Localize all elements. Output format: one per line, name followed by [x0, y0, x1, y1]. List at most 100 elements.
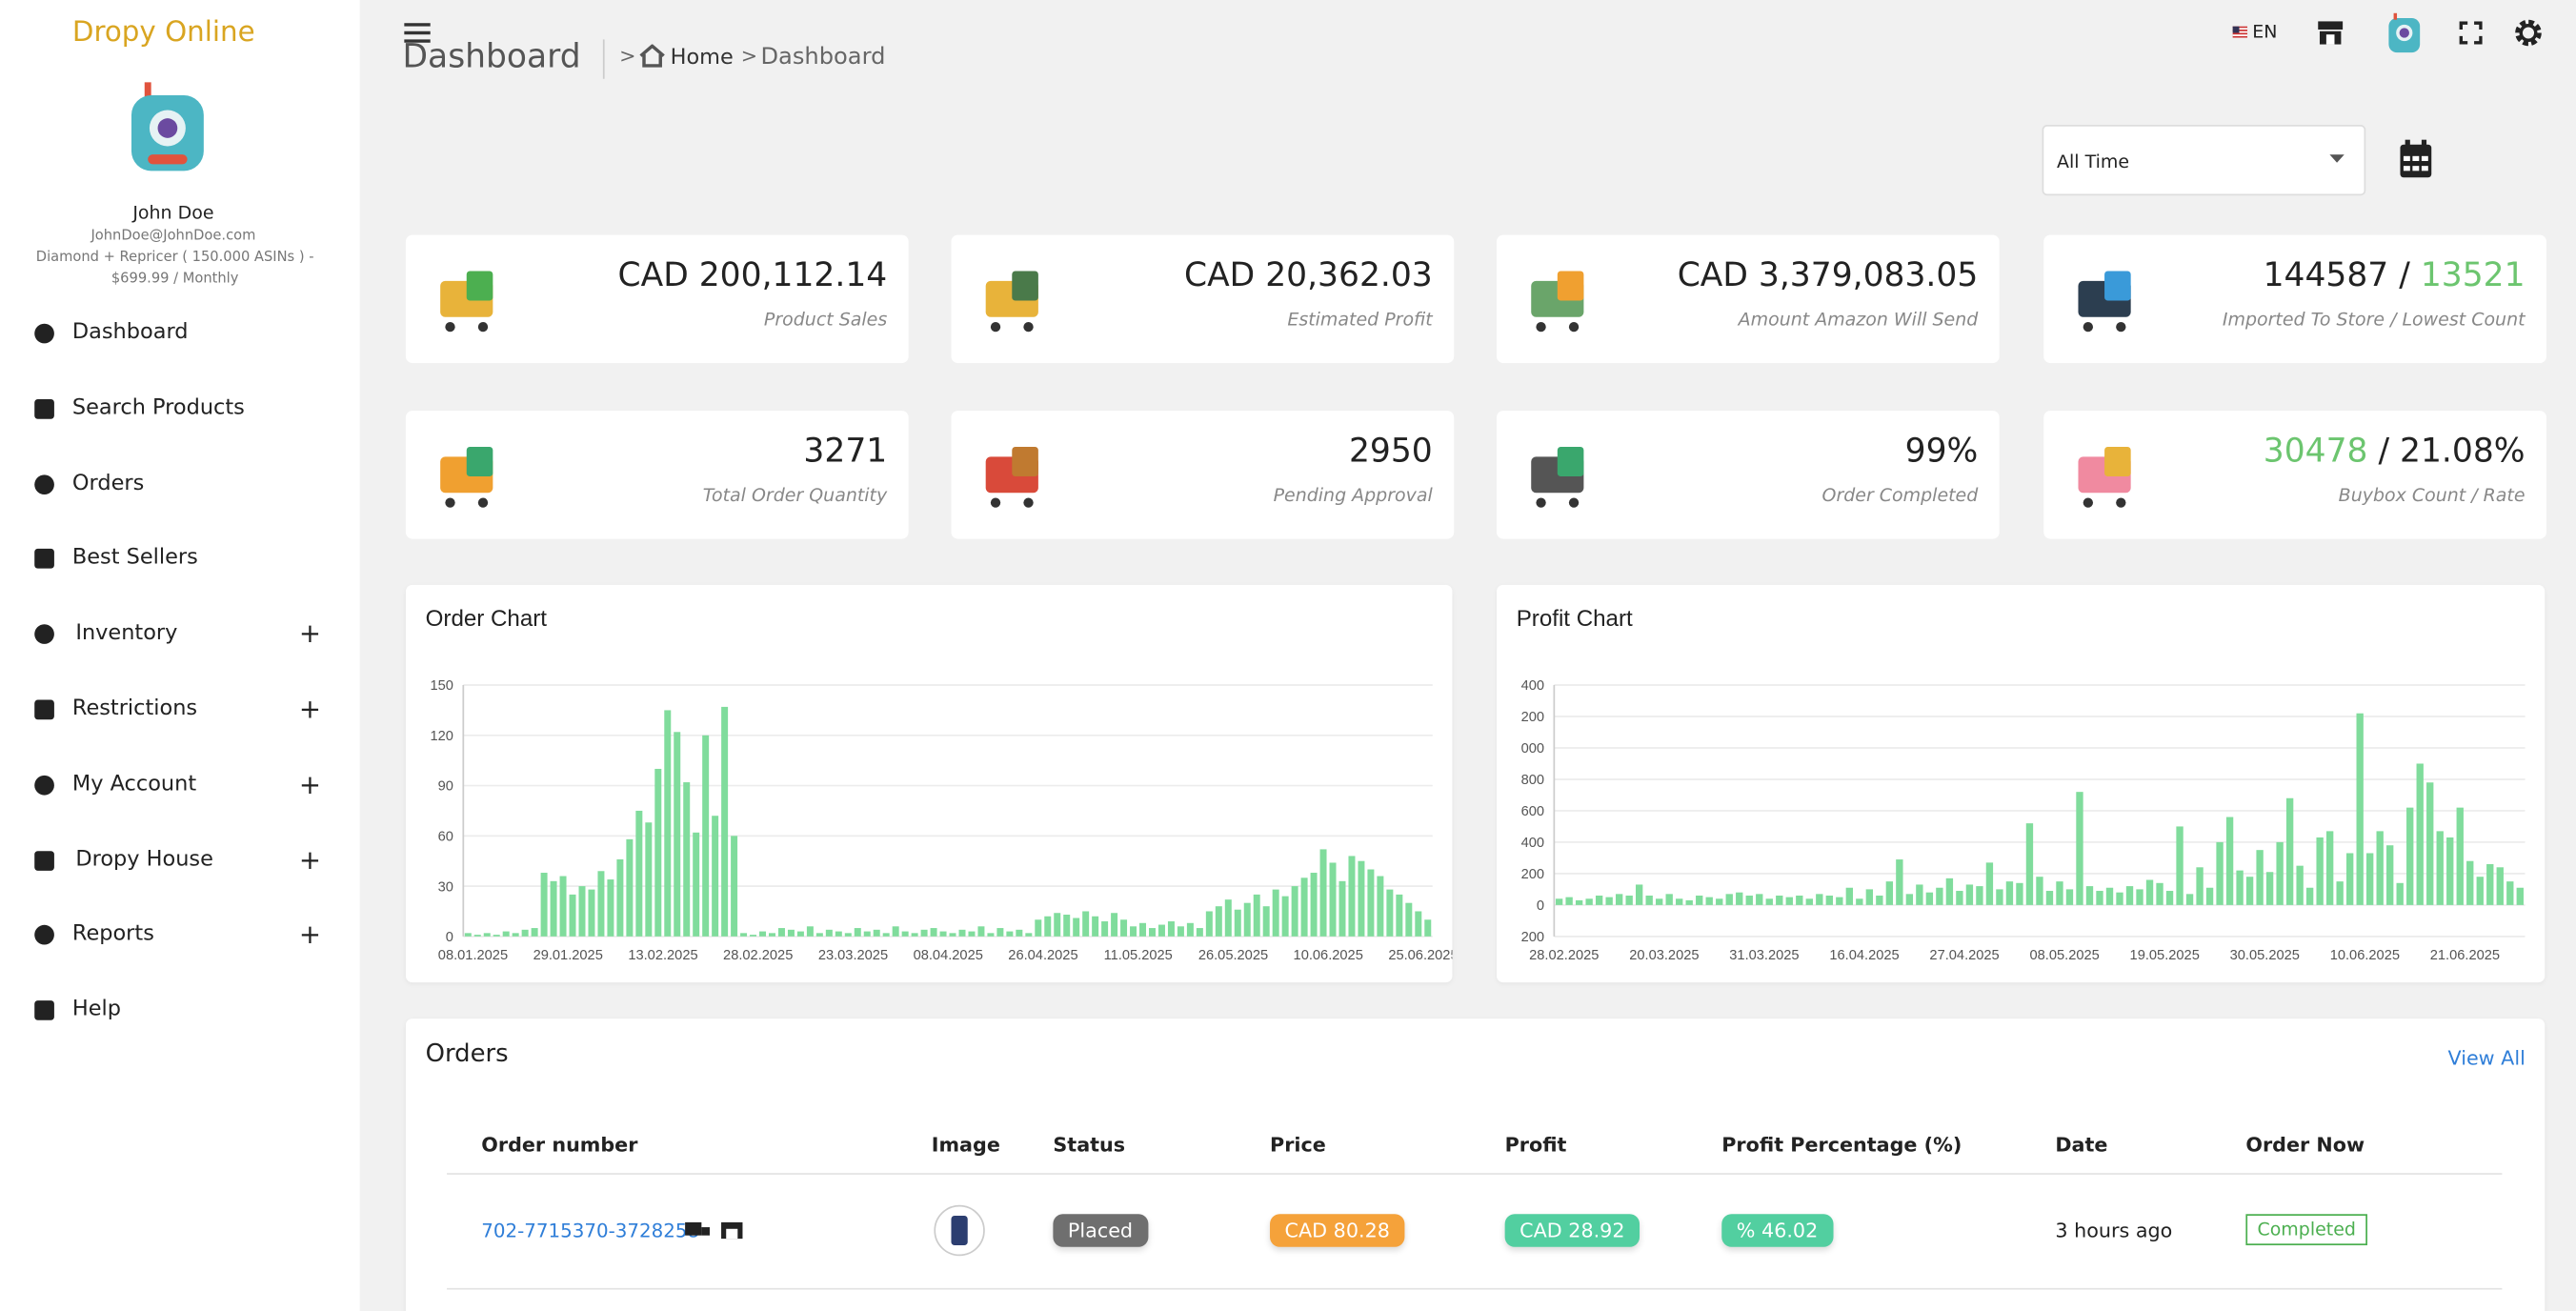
x-tick-label: 20.03.2025 [1629, 948, 1699, 963]
bar [1111, 913, 1118, 937]
nav-expand[interactable]: + [298, 693, 321, 725]
bar [1044, 916, 1052, 937]
nav-icon-shape [34, 850, 54, 871]
period-select[interactable] [2042, 125, 2366, 196]
order-chart: Order Chart 0 30 60 90 120 150 08.01.2025 29.01.… [426, 606, 1453, 963]
bar [1291, 886, 1298, 937]
bar [1605, 897, 1613, 905]
nav-label[interactable]: Restrictions [71, 696, 198, 721]
stat-value: CAD 3,379,083.05 [1678, 254, 1979, 293]
settings-icon[interactable] [2513, 18, 2543, 48]
bar [1167, 921, 1175, 937]
stat-icon [440, 271, 493, 333]
view-all-link[interactable]: View All [2447, 1046, 2526, 1070]
calendar-icon[interactable] [2399, 139, 2433, 179]
column-header: Profit Percentage (%) [1721, 1133, 1962, 1157]
bar [569, 894, 576, 937]
nav-label[interactable]: My Account [71, 772, 197, 797]
nav-label[interactable]: Dropy House [75, 847, 213, 872]
order-now-status[interactable]: Completed [2245, 1214, 2367, 1246]
icon-shape [1557, 271, 1584, 301]
stat-icon [985, 447, 1038, 508]
bar [1054, 913, 1061, 937]
bar [930, 928, 937, 937]
bar [1234, 909, 1241, 937]
user-name: John Doe [132, 202, 214, 224]
bar [1157, 924, 1165, 937]
nav-label[interactable]: Orders [71, 471, 145, 496]
bar [607, 879, 614, 937]
bar [1243, 902, 1251, 937]
nav-label[interactable]: Help [71, 997, 121, 1022]
bar [1945, 877, 1954, 905]
bar [1765, 898, 1773, 905]
order-number[interactable]: 702-7715370-3728258 [481, 1219, 700, 1242]
stat-value-part: 3271 [803, 430, 888, 471]
bar [1796, 895, 1803, 905]
bar [1705, 897, 1713, 905]
y-tick-label: 60 [438, 830, 453, 845]
bar [1253, 894, 1260, 937]
bar [1130, 926, 1137, 937]
nav-icon-shape [34, 699, 54, 720]
bar [996, 928, 1004, 937]
bar [588, 889, 595, 937]
language[interactable]: EN [2252, 21, 2278, 43]
bar [825, 929, 833, 937]
bar [2396, 882, 2404, 905]
stat-icon [1531, 447, 1584, 508]
stat-value: 144587 / 13521 [2264, 254, 2526, 293]
flag-icon [2232, 26, 2248, 38]
stat-icon [2078, 447, 2131, 508]
column-header: Profit [1504, 1133, 1567, 1157]
nav-label[interactable]: Best Sellers [71, 546, 198, 572]
nav-label[interactable]: Search Products [71, 395, 245, 421]
nav-label[interactable]: Inventory [75, 621, 178, 646]
bar [2156, 882, 2163, 905]
bar [654, 768, 662, 937]
profile-icon[interactable] [2385, 11, 2424, 56]
nav-expand[interactable]: + [298, 918, 321, 951]
image-product [951, 1215, 968, 1246]
bar [769, 933, 775, 937]
nav-label[interactable]: Dashboard [71, 320, 189, 346]
bar [1120, 919, 1128, 937]
bar [2105, 887, 2114, 905]
bar [2145, 879, 2154, 905]
brand[interactable]: Dropy Online [71, 16, 255, 50]
bar [1865, 889, 1874, 905]
nav-label[interactable]: Reports [71, 922, 154, 947]
period-value: All Time [2057, 151, 2130, 173]
x-tick-label: 30.05.2025 [2230, 948, 2300, 963]
bar [1585, 898, 1593, 905]
nav-expand[interactable]: + [298, 843, 321, 876]
stat-value-part: 144587 / [2263, 254, 2421, 294]
bar [721, 706, 729, 937]
bar [1281, 896, 1289, 937]
avatar [131, 82, 204, 171]
x-tick-label: 27.04.2025 [1929, 948, 1999, 963]
bar [1415, 911, 1422, 937]
stat-value-part: / 21.08% [2367, 430, 2526, 471]
menu-icon[interactable] [404, 23, 431, 43]
order-icons[interactable] [683, 1218, 749, 1244]
fullscreen-icon[interactable] [2459, 21, 2483, 45]
bar [750, 935, 757, 937]
store-icon[interactable] [2317, 20, 2345, 47]
breadcrumb-link[interactable]: Home [670, 46, 734, 71]
y-tick-label: 000 [1521, 741, 1544, 756]
bar [2085, 886, 2094, 905]
bar [1856, 898, 1863, 905]
bar [1745, 895, 1753, 905]
bar [1016, 929, 1023, 937]
nav-expand[interactable]: + [298, 617, 321, 650]
bar [1685, 899, 1693, 905]
product-image[interactable] [934, 1204, 986, 1257]
bar [550, 880, 557, 937]
bar [854, 928, 861, 937]
bar [1555, 898, 1563, 905]
bar [2136, 889, 2143, 905]
bar [1006, 931, 1014, 937]
bar [2436, 831, 2444, 905]
nav-expand[interactable]: + [298, 768, 321, 800]
